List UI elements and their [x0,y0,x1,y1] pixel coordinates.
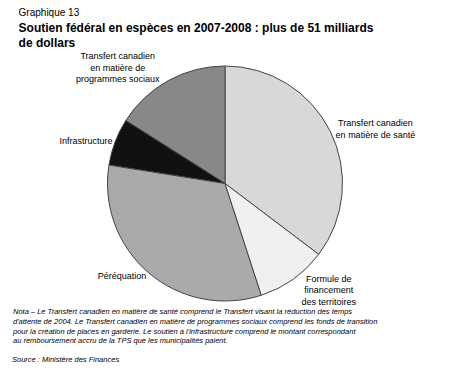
svg-text:Source : Ministère des Finance: Source : Ministère des Finances [12,355,119,364]
svg-text:Formule definancementdes terri: Formule definancementdes territoires [302,274,357,307]
svg-text:Graphique 13Soutien fédéral en: Graphique 13Soutien fédéral en espèces e… [19,7,374,50]
svg-text:Transfert canadienen matière d: Transfert canadienen matière deprogramme… [76,51,160,84]
svg-text:Transfert canadienen matière d: Transfert canadienen matière de santé [336,118,416,140]
svg-text:Infrastructure: Infrastructure [60,136,113,146]
svg-text:Péréquation: Péréquation [98,271,147,281]
svg-text:Nota – Le Transfert canadien e: Nota – Le Transfert canadien en matière … [12,307,377,345]
